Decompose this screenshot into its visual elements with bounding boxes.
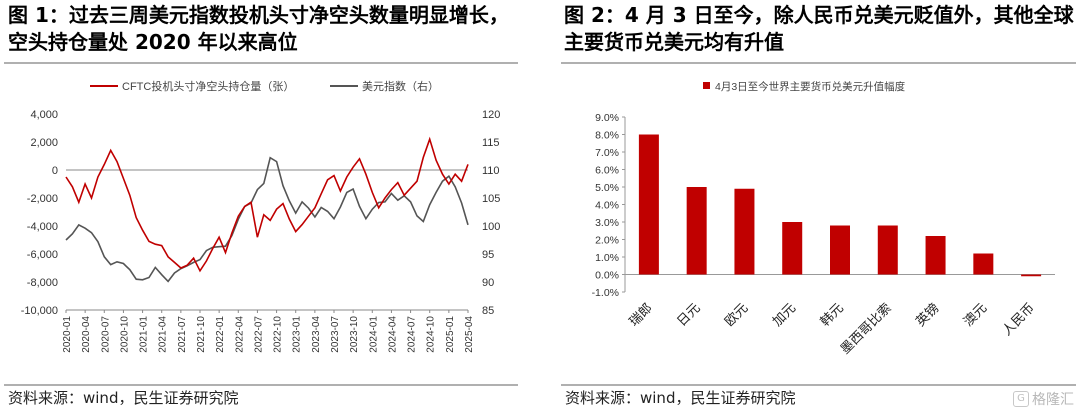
bar-1 xyxy=(686,187,707,275)
category-label: 日元 xyxy=(674,300,703,329)
x-tick-label: 2020-10 xyxy=(119,316,130,353)
category-label: 瑞郎 xyxy=(626,300,655,329)
bar-4 xyxy=(830,225,850,275)
y-tick-label: 5.0% xyxy=(595,182,619,194)
panel-right: 图 2：4 月 3 日至今，除人民币兑美元贬值外，其他全球主要货币兑美元均有升值… xyxy=(557,0,1080,412)
y-right-tick-label: 85 xyxy=(482,305,494,317)
gelonghui-logo-icon: G xyxy=(1013,391,1029,407)
legend-swatch-appreciation xyxy=(703,82,710,89)
y-tick-label: 8.0% xyxy=(595,130,619,142)
y-tick-label: 1.0% xyxy=(595,252,619,264)
x-tick-label: 2024-01 xyxy=(368,316,379,353)
category-label: 欧元 xyxy=(722,300,751,329)
x-tick-label: 2023-01 xyxy=(292,316,303,353)
figure-1-source: 资料来源：wind，民生证券研究院 xyxy=(8,389,239,407)
legend-label-appreciation: 4月3日至今世界主要货币兑美元升值幅度 xyxy=(715,80,906,93)
category-label: 人民币 xyxy=(999,300,1037,338)
x-tick-label: 2024-04 xyxy=(387,316,398,353)
legend-label-net-short: CFTC投机头寸净空头持仓量（张） xyxy=(122,79,294,93)
y-tick-label: 0.0% xyxy=(595,270,619,282)
y-tick-label: 2.0% xyxy=(595,235,619,247)
y-left-tick-label: 2,000 xyxy=(30,137,58,149)
category-label: 韩元 xyxy=(817,300,846,329)
source-divider xyxy=(4,384,518,386)
figure-1-title: 图 1：过去三周美元指数投机头寸净空头数量明显增长，空头持仓量处 2020 年以… xyxy=(8,3,509,54)
bar-3 xyxy=(782,222,803,275)
y-tick-label: 4.0% xyxy=(595,200,619,212)
bar-7 xyxy=(973,253,994,275)
y-left-tick-label: -6,000 xyxy=(27,249,58,261)
line-chart-usd-positions: CFTC投机头寸净空头持仓量（张） 美元指数（右） 4,000 2,000 0 -2,00… xyxy=(21,79,501,353)
x-tick-label: 2021-07 xyxy=(177,316,188,353)
bar-2 xyxy=(734,188,755,275)
y-right-tick-label: 105 xyxy=(482,193,500,205)
y-left-tick-label: -8,000 xyxy=(27,277,58,289)
panel-left: 图 1：过去三周美元指数投机头寸净空头数量明显增长，空头持仓量处 2020 年以… xyxy=(0,0,522,412)
y-left-tick-label: -10,000 xyxy=(21,305,58,317)
bar-chart-currency-appreciation: 4月3日至今世界主要货币兑美元升值幅度 9.0% 8.0% 7.0% 6.0% 5.0% 4… xyxy=(592,80,1055,357)
y-left-tick-label: -2,000 xyxy=(27,193,58,205)
figure-2-source: 资料来源：wind，民生证券研究院 xyxy=(565,389,796,407)
bar-8 xyxy=(1021,274,1042,277)
series-line-net-short xyxy=(65,136,469,273)
x-tick-label: 2022-01 xyxy=(215,316,226,353)
bar-6 xyxy=(925,236,946,275)
y-right-tick-label: 100 xyxy=(482,221,500,233)
bar-5 xyxy=(877,225,898,275)
x-tick-label: 2025-01 xyxy=(445,316,456,353)
category-label: 澳元 xyxy=(960,300,989,329)
y-tick-label: 3.0% xyxy=(595,217,619,229)
x-tick-label: 2023-07 xyxy=(330,316,341,353)
y-tick-label: 7.0% xyxy=(595,147,619,159)
watermark-text: 格隆汇 xyxy=(1032,392,1074,408)
source-divider xyxy=(561,384,1076,386)
legend-label-dxy: 美元指数（右） xyxy=(362,79,439,93)
y-tick-label: 6.0% xyxy=(595,165,619,177)
y-right-tick-label: 120 xyxy=(482,109,500,121)
x-tick-label: 2022-04 xyxy=(234,316,245,353)
title-divider xyxy=(561,62,1076,64)
y-left-tick-label: 4,000 xyxy=(30,109,58,121)
x-tick-label: 2020-04 xyxy=(81,316,92,353)
y-right-tick-label: 115 xyxy=(482,137,500,149)
x-tick-label: 2022-10 xyxy=(273,316,284,353)
x-tick-label: 2023-10 xyxy=(349,316,360,353)
y-tick-label: -1.0% xyxy=(592,287,619,299)
title-divider xyxy=(4,62,518,64)
x-tick-label: 2022-07 xyxy=(253,316,264,353)
y-left-tick-label: -4,000 xyxy=(27,221,58,233)
x-tick-label: 2020-01 xyxy=(62,316,73,353)
y-right-tick-label: 95 xyxy=(482,249,494,261)
x-tick-label: 2021-10 xyxy=(196,316,207,353)
y-right-tick-label: 110 xyxy=(482,165,500,177)
y-tick-label: 9.0% xyxy=(595,112,619,124)
x-tick-label: 2025-04 xyxy=(464,316,475,353)
figure-2-title: 图 2：4 月 3 日至今，除人民币兑美元贬值外，其他全球主要货币兑美元均有升值 xyxy=(564,3,1074,54)
series-line-dxy xyxy=(65,156,469,283)
x-tick-label: 2021-04 xyxy=(158,316,169,353)
x-tick-label: 2021-01 xyxy=(139,316,150,353)
category-label: 墨西哥比索 xyxy=(837,300,894,357)
y-left-tick-label: 0 xyxy=(52,165,58,177)
category-label: 加元 xyxy=(769,300,798,329)
x-tick-label: 2024-07 xyxy=(407,316,418,353)
y-right-tick-label: 90 xyxy=(482,277,494,289)
category-label: 英镑 xyxy=(913,300,942,329)
watermark: G 格隆汇 xyxy=(1013,389,1074,409)
bar-0 xyxy=(638,134,659,275)
x-tick-label: 2020-07 xyxy=(100,316,111,353)
x-tick-label: 2024-10 xyxy=(426,316,437,353)
x-tick-label: 2023-04 xyxy=(311,316,322,353)
